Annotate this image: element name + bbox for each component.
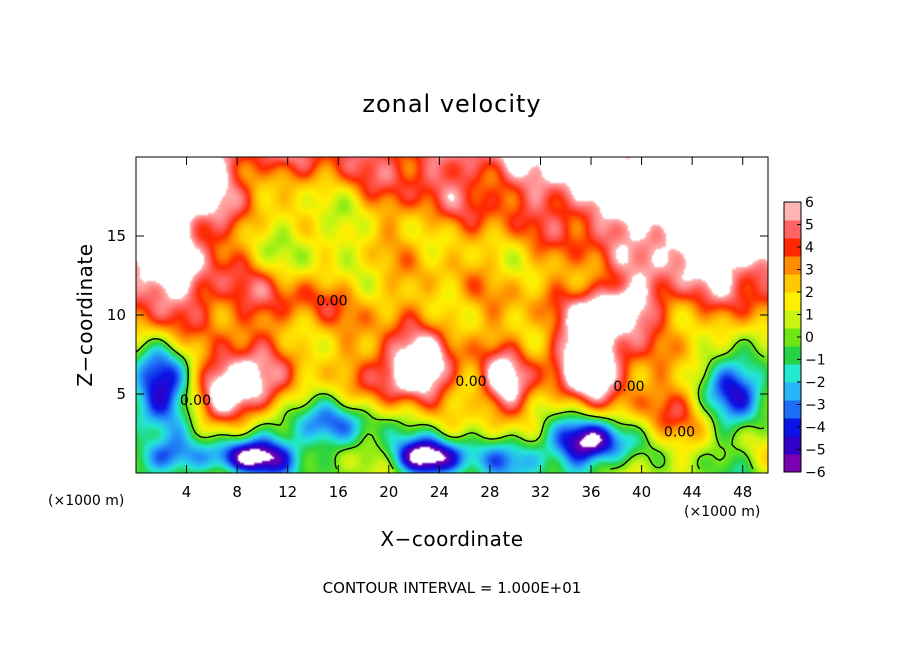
x-tick-label: 36 <box>581 483 600 501</box>
contour-label: 0.00 <box>180 393 211 409</box>
colorbar-swatch <box>784 364 801 383</box>
chart-title: zonal velocity <box>362 90 541 118</box>
colorbar-swatch <box>784 454 801 473</box>
contour-label: 0.00 <box>613 379 644 395</box>
colorbar-tick-label: 1 <box>805 308 814 324</box>
colorbar-swatch <box>784 202 801 221</box>
colorbar-tick-label: −1 <box>805 353 826 369</box>
velocity-field <box>136 157 768 473</box>
colorbar-swatch <box>784 382 801 401</box>
colorbar-swatch <box>784 328 801 347</box>
y-tick-label: 5 <box>116 385 126 403</box>
x-tick-label: 40 <box>632 483 651 501</box>
colorbar-tick-label: −4 <box>805 420 826 436</box>
colorbar-tick-label: 3 <box>805 263 814 279</box>
colorbar-tick-label: 0 <box>805 330 814 346</box>
x-tick-label: 48 <box>733 483 752 501</box>
colorbar: 6 5 4 3 2 1 0 −1 −2 −3 −4 −5 −6 <box>783 195 826 481</box>
plot-area: 0.00 0.00 0.00 0.00 0.00 <box>135 156 769 474</box>
colorbar-tick-label: −5 <box>805 443 826 459</box>
colorbar-swatch <box>784 274 801 293</box>
y-axis: 5 10 15 <box>107 227 768 403</box>
colorbar-tick-label: −3 <box>805 398 826 414</box>
contour-label: 0.00 <box>664 425 695 441</box>
x-unit-right: (×1000 m) <box>684 504 760 520</box>
contour-label: 0.00 <box>455 374 486 390</box>
zero-contour-line <box>135 338 765 470</box>
colorbar-tick-label: 5 <box>805 218 814 234</box>
y-axis-label: Z−coordinate <box>73 243 97 386</box>
contour-interval-note: CONTOUR INTERVAL = 1.000E+01 <box>323 579 582 597</box>
contour-labels: 0.00 0.00 0.00 0.00 0.00 <box>180 294 695 441</box>
x-tick-label: 16 <box>329 483 348 501</box>
contour-label: 0.00 <box>316 294 347 310</box>
colorbar-swatch <box>784 418 801 437</box>
colorbar-tick-label: 4 <box>805 240 814 256</box>
colorbar-tick-label: 6 <box>805 195 814 211</box>
colorbar-tick-label: −6 <box>805 465 826 481</box>
colorbar-tick-label: −2 <box>805 375 826 391</box>
x-axis: 4 8 12 16 20 24 28 32 36 40 44 48 <box>182 157 752 501</box>
y-tick-label: 15 <box>107 227 126 245</box>
x-tick-label: 12 <box>278 483 297 501</box>
x-unit-left: (×1000 m) <box>48 493 124 509</box>
x-tick-label: 44 <box>683 483 702 501</box>
x-tick-label: 24 <box>430 483 449 501</box>
x-tick-label: 20 <box>379 483 398 501</box>
colorbar-swatch <box>784 310 801 329</box>
x-tick-label: 32 <box>531 483 550 501</box>
colorbar-swatch <box>784 220 801 239</box>
colorbar-swatch <box>784 292 801 311</box>
colorbar-tick-label: 2 <box>805 285 814 301</box>
x-tick-label: 4 <box>182 483 192 501</box>
colorbar-swatch <box>784 256 801 275</box>
colorbar-swatch <box>784 400 801 419</box>
colorbar-swatch <box>784 346 801 365</box>
colorbar-swatch <box>784 238 801 257</box>
colorbar-swatch <box>784 436 801 455</box>
x-axis-label: X−coordinate <box>380 527 523 551</box>
x-tick-label: 8 <box>232 483 242 501</box>
x-tick-label: 28 <box>480 483 499 501</box>
zero-contours <box>135 338 765 470</box>
y-tick-label: 10 <box>107 306 126 324</box>
